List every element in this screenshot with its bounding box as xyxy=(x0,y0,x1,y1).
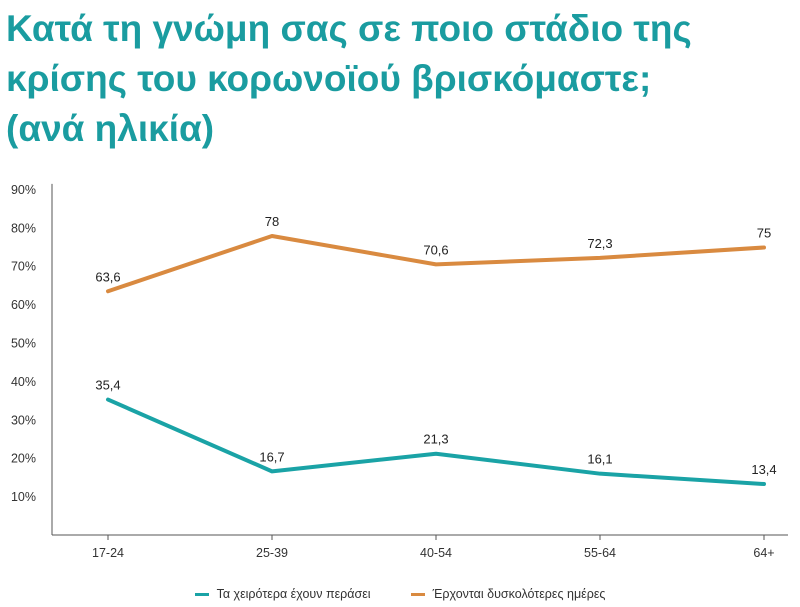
data-label: 21,3 xyxy=(423,432,448,447)
x-tick-label: 17-24 xyxy=(92,546,124,560)
y-tick-label: 70% xyxy=(11,260,36,274)
y-tick-label: 80% xyxy=(11,221,36,235)
data-label: 75 xyxy=(757,226,771,241)
legend-item-series-a: Τα χειρότερα έχουν περάσει xyxy=(194,587,371,601)
data-point xyxy=(598,472,602,476)
data-label: 13,4 xyxy=(751,462,776,477)
data-label: 35,4 xyxy=(95,378,120,393)
legend: Τα χειρότερα έχουν περάσει Έρχονται δυσκ… xyxy=(0,587,800,601)
data-label: 78 xyxy=(265,214,279,229)
legend-item-series-b: Έρχονται δυσκολότερες ημέρες xyxy=(410,587,606,601)
title-line-2: κρίσης του κορωνοϊού βρισκόμαστε; xyxy=(6,58,652,99)
x-tick-label: 40-54 xyxy=(420,546,452,560)
title-line-1: Κατά τη γνώμη σας σε ποιο στάδιο της xyxy=(6,8,692,49)
data-point xyxy=(270,234,274,238)
data-point xyxy=(762,246,766,249)
data-point xyxy=(106,289,110,293)
legend-label-series-b: Έρχονται δυσκολότερες ημέρες xyxy=(432,587,606,601)
x-tick-label: 25-39 xyxy=(256,546,288,560)
y-tick-label: 20% xyxy=(11,452,36,466)
chart-title: Κατά τη γνώμη σας σε ποιο στάδιο της κρί… xyxy=(6,4,796,154)
data-point xyxy=(762,482,766,486)
y-tick-label: 30% xyxy=(11,413,36,427)
data-label: 16,7 xyxy=(259,449,284,464)
y-tick-label: 40% xyxy=(11,375,36,389)
legend-label-series-a: Τα χειρότερα έχουν περάσει xyxy=(216,587,371,601)
data-label: 16,1 xyxy=(587,452,612,467)
data-label: 70,6 xyxy=(423,242,448,257)
data-label: 63,6 xyxy=(95,269,120,284)
data-point xyxy=(598,256,602,260)
data-point xyxy=(106,398,110,402)
y-tick-label: 10% xyxy=(11,490,36,504)
x-tick-label: 64+ xyxy=(753,546,774,560)
legend-swatch-series-a xyxy=(194,592,209,596)
y-tick-label: 50% xyxy=(11,337,36,351)
data-point xyxy=(270,469,274,473)
title-line-3: (ανά ηλικία) xyxy=(6,108,215,149)
y-tick-label: 60% xyxy=(11,298,36,312)
data-point xyxy=(434,262,438,266)
legend-swatch-series-b xyxy=(410,592,425,596)
y-tick-label: 90% xyxy=(11,183,36,197)
data-label: 72,3 xyxy=(587,236,612,251)
data-point xyxy=(434,452,438,456)
x-tick-label: 55-64 xyxy=(584,546,616,560)
